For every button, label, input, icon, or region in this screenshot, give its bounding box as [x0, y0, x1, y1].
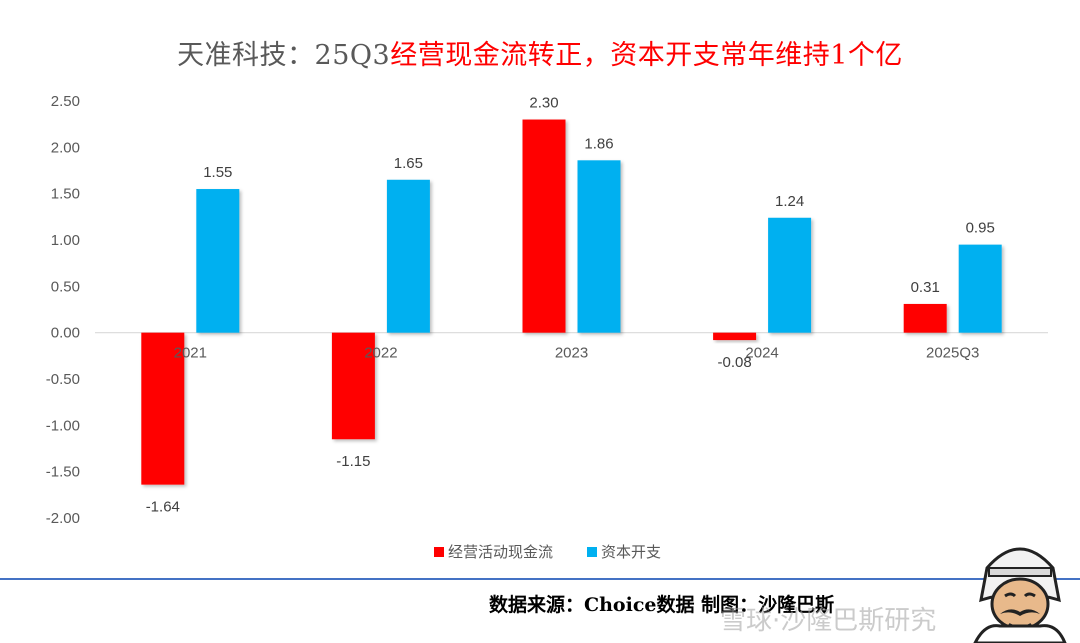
bar-capex [386, 179, 430, 333]
x-category-label: 2022 [364, 345, 397, 362]
legend-swatch-capex [587, 547, 597, 557]
data-label: 1.24 [775, 193, 804, 210]
bar-operating-cash-flow [141, 332, 185, 485]
bar-capex [196, 189, 240, 333]
y-tick-label: -0.50 [46, 371, 80, 388]
chart-title: 天准科技：25Q3经营现金流转正，资本开支常年维持1个亿 [0, 33, 1080, 72]
bar-capex [768, 217, 812, 333]
bar-capex [577, 160, 621, 333]
legend-label: 经营活动现金流 [448, 544, 553, 561]
data-label: -1.15 [336, 453, 370, 470]
bar-operating-cash-flow [331, 332, 375, 440]
data-label: 1.55 [203, 164, 232, 181]
y-tick-label: 1.50 [51, 186, 80, 203]
y-tick-label: 2.00 [51, 139, 80, 156]
x-axis-labels: 2021 2022 2023 2024 2025Q3 [174, 345, 980, 362]
y-tick-label: 1.00 [51, 232, 80, 249]
title-prefix: 天准科技：25Q3 [177, 40, 391, 71]
mascot-icon [973, 547, 1067, 643]
x-category-label: 2025Q3 [926, 345, 979, 362]
y-tick-label: -1.00 [46, 417, 80, 434]
data-label: 0.31 [911, 279, 940, 296]
data-label: 1.65 [394, 155, 423, 172]
title-highlight: 经营现金流转正，资本开支常年维持1个亿 [390, 40, 903, 71]
source-note: 数据来源：Choice数据 制图：沙隆巴斯 [489, 594, 835, 616]
legend-label: 资本开支 [601, 544, 661, 561]
y-axis: 2.50 2.00 1.50 1.00 0.50 0.00 -0.50 -1.00 -1.50 -… [46, 93, 80, 527]
y-tick-label: 2.50 [51, 93, 80, 110]
data-label: -0.08 [717, 354, 751, 371]
bar-operating-cash-flow [522, 119, 566, 333]
bar-capex [958, 244, 1002, 333]
chart-area: 2.50 2.00 1.50 1.00 0.50 0.00 -0.50 -1.00 -1.50 -… [46, 93, 1048, 561]
legend-swatch-ocf [434, 547, 444, 557]
data-label: 2.30 [529, 95, 558, 112]
data-label: 0.95 [966, 220, 995, 237]
footer-divider [0, 578, 1080, 580]
bars [141, 119, 1002, 485]
x-category-label: 2023 [555, 345, 588, 362]
y-tick-label: 0.50 [51, 278, 80, 295]
x-category-label: 2024 [745, 345, 778, 362]
data-labels: -1.64 1.55 -1.15 1.65 2.30 1.86 -0.08 1.24 0.31 0… [146, 95, 995, 516]
bar-operating-cash-flow [713, 332, 757, 341]
x-category-label: 2021 [174, 345, 207, 362]
y-tick-label: -1.50 [46, 464, 80, 481]
watermark-text: 雪球·沙隆巴斯研究 [720, 606, 937, 636]
data-label: 1.86 [584, 135, 613, 152]
y-tick-label: 0.00 [51, 325, 80, 342]
bar-operating-cash-flow [903, 303, 947, 333]
legend: 经营活动现金流 资本开支 [434, 544, 661, 561]
y-tick-label: -2.00 [46, 510, 80, 527]
data-label: -1.64 [146, 499, 180, 516]
